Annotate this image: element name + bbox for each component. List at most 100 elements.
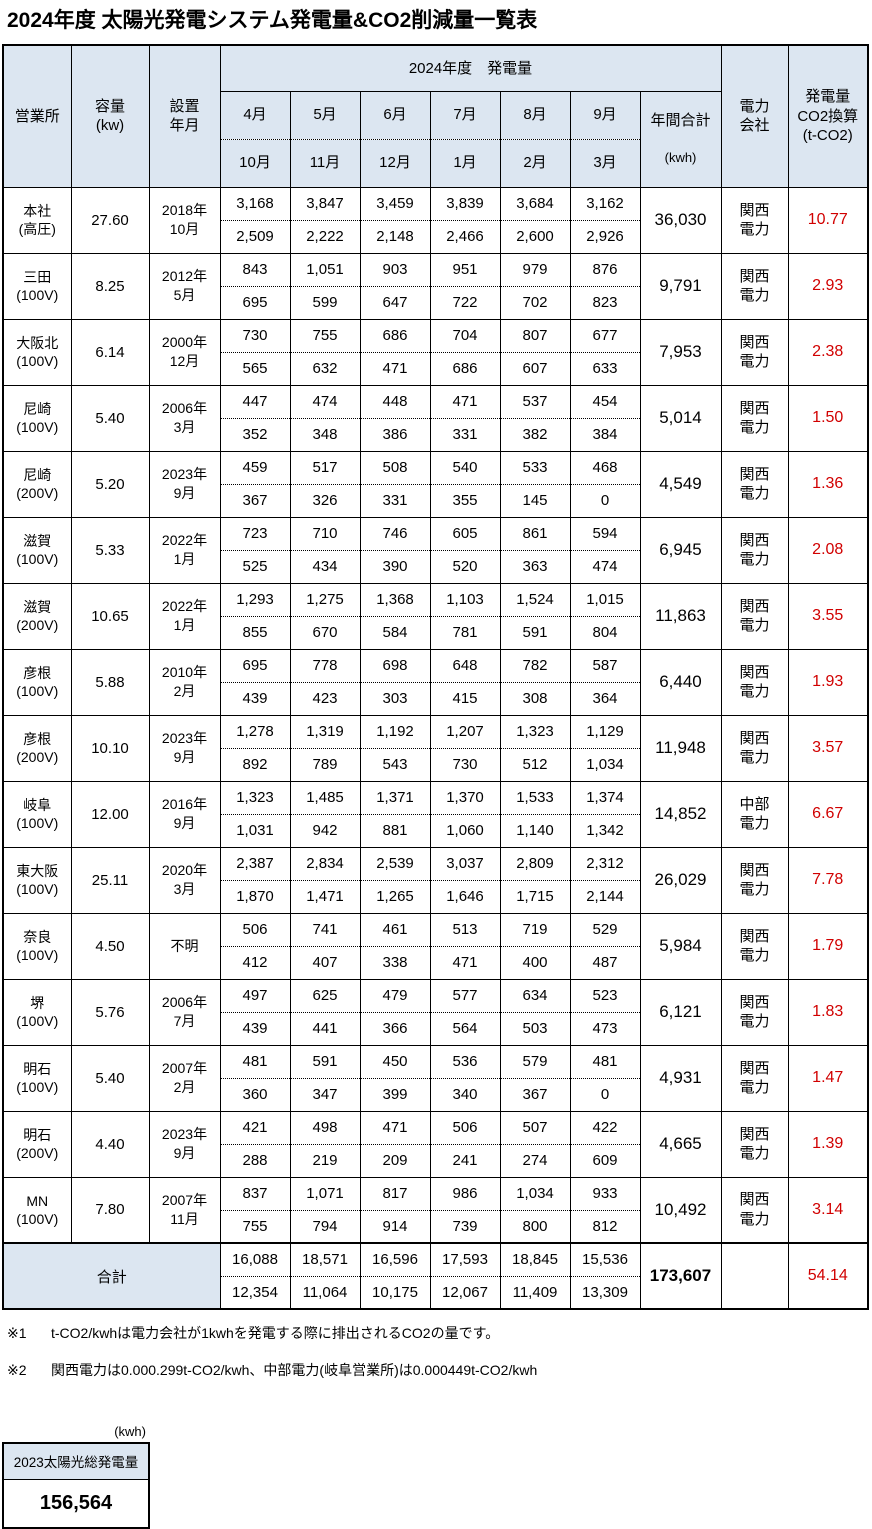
office-cell: 岐阜 (100V) [2, 780, 72, 848]
month-value-cell: 487 [569, 945, 641, 980]
month-value-cell: 1,368 [359, 582, 431, 617]
co2-value-cell: 2.93 [787, 252, 869, 320]
month-value-cell: 384 [569, 417, 641, 452]
month-value-cell: 497 [219, 978, 291, 1013]
month-value-cell: 1,207 [429, 714, 501, 749]
month-value-cell: 843 [219, 252, 291, 287]
header-month-cell: 9月 [569, 90, 641, 140]
month-value-cell: 648 [429, 648, 501, 683]
month-value-cell: 439 [219, 681, 291, 716]
header-row-1: 営業所 容量 (kw) 設置 年月 2024年度 発電量 電力 会社 発電量 C… [2, 44, 869, 188]
month-value-cell: 543 [359, 747, 431, 782]
month-value-cell: 710 [289, 516, 361, 551]
office-row: 尼崎 (100V) 5.40 2006年 3月 447 474 448 471 537 454 5… [2, 384, 869, 452]
month-value-cell: 3,168 [219, 186, 291, 221]
header-office: 営業所 [2, 44, 72, 188]
capacity-cell: 4.50 [70, 912, 150, 980]
month-value-cell: 609 [569, 1143, 641, 1178]
month-value-cell: 2,312 [569, 846, 641, 881]
month-value-cell: 540 [429, 450, 501, 485]
month-value-cell: 881 [359, 813, 431, 848]
office-row: 彦根 (200V) 10.10 2023年 9月 1,278 1,319 1,192 1,2… [2, 714, 869, 782]
month-value-cell: 520 [429, 549, 501, 584]
month-value-cell: 719 [499, 912, 571, 947]
annual-total-cell: 4,665 [639, 1110, 722, 1178]
month-value-cell: 2,144 [569, 879, 641, 914]
month-value-cell: 800 [499, 1209, 571, 1244]
total-2023-section: (kwh) 2023太陽光総発電量 156,564 [2, 1424, 150, 1529]
annual-total-cell: 10,492 [639, 1176, 722, 1244]
month-value-cell: 448 [359, 384, 431, 419]
co2-value-cell: 1.79 [787, 912, 869, 980]
month-value-cell: 892 [219, 747, 291, 782]
office-cell: 滋賀 (100V) [2, 516, 72, 584]
office-row-second-half: 1,031 942 881 1,060 1,140 1,342 [3, 813, 868, 848]
month-value-cell: 517 [289, 450, 361, 485]
month-value-cell: 454 [569, 384, 641, 419]
month-value-cell: 503 [499, 1011, 571, 1046]
total-month-cell: 10,175 [359, 1275, 431, 1310]
total-month-cell: 12,354 [219, 1275, 291, 1310]
month-value-cell: 481 [219, 1044, 291, 1079]
month-value-cell: 3,459 [359, 186, 431, 221]
power-company-cell: 関西 電力 [720, 648, 789, 716]
month-value-cell: 584 [359, 615, 431, 650]
install-date-cell: 2020年 3月 [148, 846, 221, 914]
month-value-cell: 2,539 [359, 846, 431, 881]
month-value-cell: 0 [569, 1077, 641, 1112]
totals-row-second-half: 12,354 11,064 10,175 12,067 11,409 13,309 [3, 1275, 868, 1310]
month-value-cell: 730 [429, 747, 501, 782]
month-value-cell: 698 [359, 648, 431, 683]
month-value-cell: 1,323 [499, 714, 571, 749]
month-value-cell: 471 [359, 1110, 431, 1145]
month-value-cell: 523 [569, 978, 641, 1013]
month-value-cell: 471 [359, 351, 431, 386]
install-date-cell: 2010年 2月 [148, 648, 221, 716]
office-row-second-half: 695 599 647 722 702 823 [3, 285, 868, 320]
month-value-cell: 471 [429, 384, 501, 419]
month-value-cell: 1,265 [359, 879, 431, 914]
total-2023-label: 2023太陽光総発電量 [2, 1442, 150, 1480]
install-date-cell: 2006年 7月 [148, 978, 221, 1046]
office-row-second-half: 439 423 303 415 308 364 [3, 681, 868, 716]
office-cell: 明石 (100V) [2, 1044, 72, 1112]
month-value-cell: 594 [569, 516, 641, 551]
install-date-cell: 2022年 1月 [148, 582, 221, 650]
month-value-cell: 507 [499, 1110, 571, 1145]
month-value-cell: 1,870 [219, 879, 291, 914]
office-cell: 三田 (100V) [2, 252, 72, 320]
power-company-cell: 関西 電力 [720, 714, 789, 782]
month-value-cell: 1,140 [499, 813, 571, 848]
co2-value-cell: 1.83 [787, 978, 869, 1046]
month-value-cell: 479 [359, 978, 431, 1013]
month-value-cell: 512 [499, 747, 571, 782]
power-company-cell: 関西 電力 [720, 318, 789, 386]
annual-total-cell: 6,121 [639, 978, 722, 1046]
page-title: 2024年度 太陽光発電システム発電量&CO2削減量一覧表 [7, 9, 538, 32]
capacity-cell: 5.33 [70, 516, 150, 584]
header-row-months-apr-sep: 4月 5月 6月 7月 8月 9月 年間合計 (kwh) [3, 90, 868, 188]
month-value-cell: 686 [359, 318, 431, 353]
power-company-cell: 関西 電力 [720, 384, 789, 452]
power-company-cell: 関西 電力 [720, 1044, 789, 1112]
month-value-cell: 1,275 [289, 582, 361, 617]
month-value-cell: 789 [289, 747, 361, 782]
month-value-cell: 804 [569, 615, 641, 650]
month-value-cell: 447 [219, 384, 291, 419]
co2-value-cell: 3.57 [787, 714, 869, 782]
office-row: MN (100V) 7.80 2007年 11月 837 1,071 817 986 1,03… [2, 1176, 869, 1244]
month-value-cell: 471 [429, 945, 501, 980]
table-header: 営業所 容量 (kw) 設置 年月 2024年度 発電量 電力 会社 発電量 C… [2, 44, 869, 188]
office-row: 本社 (高圧) 27.60 2018年 10月 3,168 3,847 3,459 3,83… [2, 186, 869, 254]
month-value-cell: 0 [569, 483, 641, 518]
month-value-cell: 1,060 [429, 813, 501, 848]
annual-total-cell: 6,945 [639, 516, 722, 584]
month-value-cell: 625 [289, 978, 361, 1013]
month-value-cell: 1,524 [499, 582, 571, 617]
month-value-cell: 686 [429, 351, 501, 386]
month-value-cell: 1,031 [219, 813, 291, 848]
month-value-cell: 3,037 [429, 846, 501, 881]
header-power-company: 電力 会社 [720, 44, 789, 188]
capacity-cell: 8.25 [70, 252, 150, 320]
month-value-cell: 591 [499, 615, 571, 650]
